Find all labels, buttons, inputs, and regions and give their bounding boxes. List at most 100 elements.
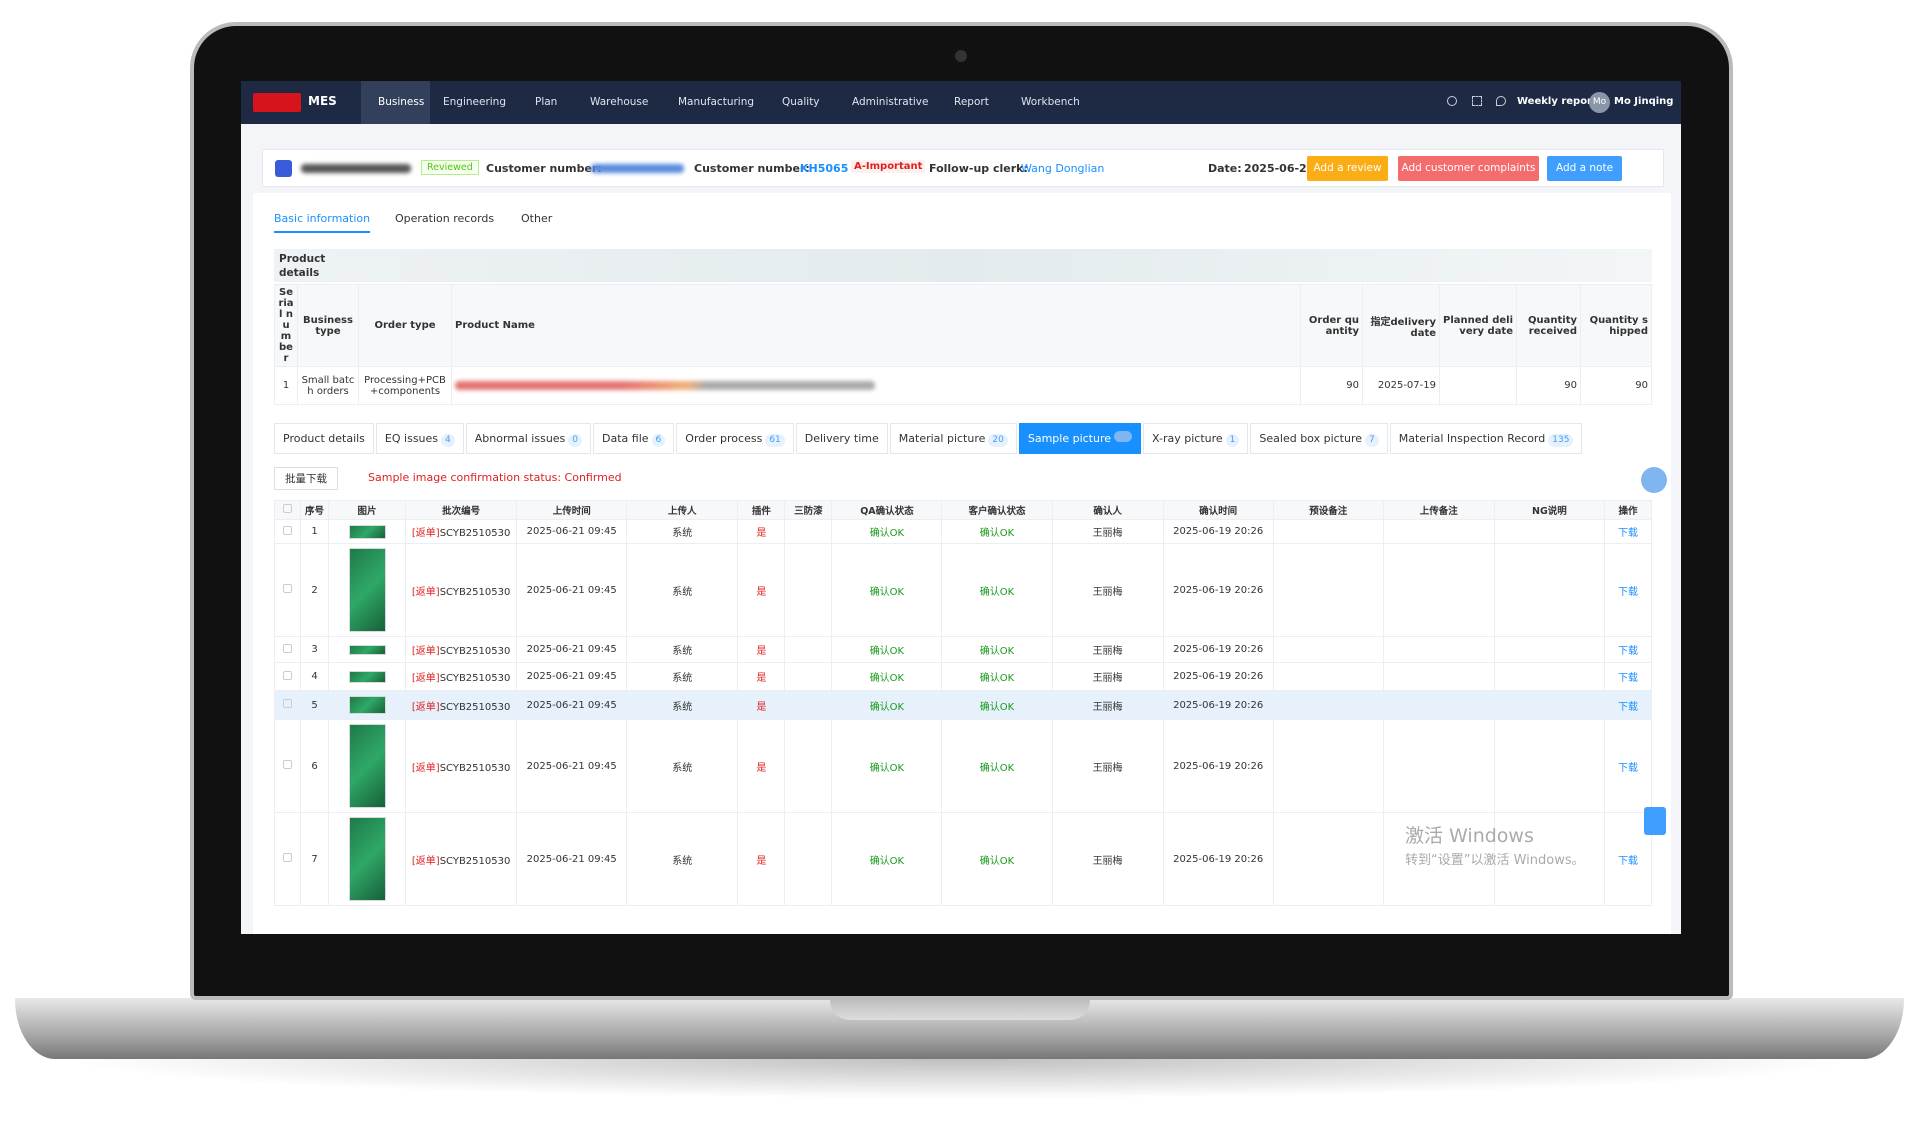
cell[interactable]: 下载 [1603,543,1653,637]
cell: 2025-06-19 20:26 [1162,719,1274,813]
cell[interactable]: 下载 [1603,636,1653,663]
sample-row: 5 [返单]SCYB2510530 2025-06-21 09:45 系统是确认OK 确… [273,690,1653,720]
tab[interactable]: Other [521,212,553,225]
cell: 2025-06-21 09:45 [516,519,628,544]
thumbnail[interactable] [348,524,386,539]
thumbnail[interactable] [348,724,386,808]
sample-row: 7 [返单]SCYB2510530 2025-06-21 09:45 系统是确认OK 确… [273,812,1653,906]
tab[interactable]: Operation records [395,212,495,225]
header-cell: 插件 [737,500,786,520]
sub-tab[interactable]: Product details [274,423,374,454]
header-cell: Serial number [274,284,298,367]
nav-item[interactable]: Administrative [852,96,929,108]
batch-download-button[interactable]: 批量下载 [274,467,338,490]
cell: 确认OK [941,812,1053,906]
search-icon[interactable] [1447,96,1457,106]
cell: 5 [300,690,330,720]
cell: 系统 [626,812,739,906]
batch-cell: [返单]SCYB2510530 [405,543,518,637]
header-cell: Quantity received [1516,284,1581,367]
header-cell: Business type [297,284,359,367]
sub-tab[interactable]: EQ issues 4 [375,423,464,454]
batch-number: SCYB2510530 [439,701,511,713]
cell: 2025-06-21 09:45 [516,690,628,720]
cell [1272,543,1384,637]
cell: 90 [1580,366,1652,405]
header-cell: 序号 [300,500,330,520]
cell[interactable]: 下载 [1603,812,1653,906]
checkbox-cell [273,636,302,663]
checkbox-cell [273,812,302,906]
customer-number: KH5065 [800,162,849,175]
weekly-report[interactable]: Weekly report [1517,96,1597,107]
nav-item[interactable]: Business [378,96,425,108]
confirmation-status: Sample image confirmation status: Confir… [368,471,622,484]
cell[interactable]: 下载 [1603,719,1653,813]
cell: 90 [1300,366,1363,405]
cell[interactable]: 下载 [1603,519,1653,544]
nav-item[interactable]: Quality [782,96,820,108]
sub-tab[interactable]: X-ray picture 1 [1143,423,1249,454]
message-icon[interactable] [1496,96,1506,106]
sample-row: 3 [返单]SCYB2510530 2025-06-21 09:45 系统是确认OK 确… [273,636,1653,663]
cell [1493,519,1605,544]
thumbnail[interactable] [348,670,386,683]
cell [784,690,833,720]
batch-cell: [返单]SCYB2510530 [405,519,518,544]
cell: 系统 [626,636,739,663]
tab[interactable]: Basic information [274,212,371,233]
product-name-blurred [455,381,875,390]
sub-tab[interactable]: Order process 61 [676,423,794,454]
cell [1272,662,1384,691]
cell: 确认OK [831,662,943,691]
thumbnail[interactable] [348,696,386,714]
add-review-button[interactable]: Add a review [1307,156,1388,181]
cell [1272,690,1384,720]
side-button[interactable] [1641,467,1667,493]
batch-number: SCYB2510530 [439,646,511,657]
side-button[interactable] [1644,807,1666,835]
nav-item[interactable]: Plan [535,96,558,108]
cell[interactable]: 下载 [1603,662,1653,691]
cell: 2025-06-21 09:45 [516,719,628,813]
status-tag: Reviewed [421,160,479,175]
sub-tab-count: 4 [441,434,455,447]
add-note-button[interactable]: Add a note [1547,156,1622,181]
header-cell: 图片 [328,500,407,520]
reorder-tag: [返单] [411,673,440,684]
logo-mark [253,93,301,112]
nav-item[interactable]: Report [954,96,989,108]
cell: 2025-06-19 20:26 [1162,812,1274,906]
thumbnail[interactable] [348,817,386,901]
cell [1493,812,1605,906]
nav-item[interactable]: Workbench [1021,96,1080,108]
thumbnail[interactable] [348,644,386,655]
sub-tab[interactable]: Sample picture [1018,423,1142,454]
sub-tab[interactable]: Data file 6 [593,423,675,454]
sub-tab[interactable]: Material Inspection Record 135 [1389,423,1583,454]
add-complaint-button[interactable]: Add customer complaints [1398,156,1539,181]
batch-cell: [返单]SCYB2510530 [405,690,518,720]
cell: 系统 [626,719,739,813]
nav-active [361,81,430,124]
cell: 是 [737,719,786,813]
nav-item[interactable]: Engineering [443,96,506,108]
cell: 3 [300,636,330,663]
sub-tab[interactable]: Abnormal issues 0 [465,423,592,454]
sub-tab[interactable]: Sealed box picture 7 [1250,423,1388,454]
watermark-title: 激活 Windows [1405,825,1534,847]
cell: 2025-06-21 09:45 [516,662,628,691]
nav-item[interactable]: Manufacturing [678,96,755,108]
nav-item[interactable]: Warehouse [590,96,649,108]
cell [1382,690,1495,720]
image-cell [328,519,407,544]
header-row: 序号 图片 批次编号 上传时间 上传人 插件 三防漆 QA确认状态 客户确认状态 确认人 确认时间预… [273,500,1653,520]
sub-tab-count: 61 [765,434,785,447]
user-name[interactable]: Mo Jinqing [1614,96,1674,107]
cell[interactable]: 下载 [1603,690,1653,720]
sub-tab[interactable]: Delivery time [795,423,888,454]
thumbnail[interactable] [348,548,386,632]
fullscreen-icon[interactable] [1472,96,1482,106]
avatar[interactable]: Mo [1589,92,1610,113]
sub-tab[interactable]: Material picture 20 [889,423,1017,454]
